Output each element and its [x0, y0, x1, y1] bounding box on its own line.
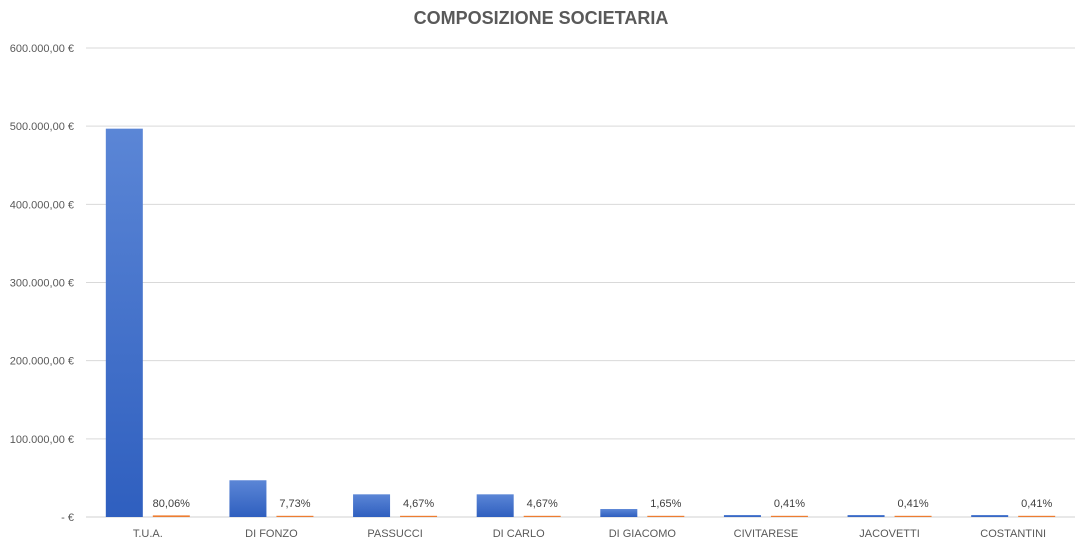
bar-percentage	[770, 515, 808, 517]
bar-quota	[971, 515, 1009, 517]
bar-quota	[105, 128, 143, 517]
data-label-percentage: 0,41%	[897, 498, 928, 510]
y-tick-label: 100.000,00 €	[10, 434, 74, 446]
bar-quota	[723, 515, 761, 517]
data-label-percentage: 0,41%	[774, 498, 805, 510]
bar-percentage	[523, 515, 561, 517]
y-tick-label: 500.000,00 €	[10, 121, 74, 133]
category-label: CIVITARESE	[734, 528, 799, 540]
data-label-percentage: 1,65%	[650, 498, 681, 510]
bar-quota	[353, 494, 391, 517]
bar-percentage	[1018, 515, 1056, 517]
bar-quota	[847, 515, 885, 517]
category-label: T.U.A.	[133, 528, 163, 540]
bar-percentage	[894, 515, 932, 517]
category-label: COSTANTINI	[980, 528, 1046, 540]
category-label: PASSUCCI	[367, 528, 422, 540]
category-label: DI FONZO	[245, 528, 298, 540]
y-tick-label: 300.000,00 €	[10, 278, 74, 290]
bar-percentage	[647, 515, 685, 517]
bar-quota	[600, 509, 638, 517]
chart-title: COMPOSIZIONE SOCIETARIA	[413, 8, 669, 28]
bar-quota	[476, 494, 514, 517]
bar-percentage	[400, 515, 438, 517]
data-label-percentage: 4,67%	[403, 498, 434, 510]
category-label: DI CARLO	[493, 528, 545, 540]
y-tick-label: 400.000,00 €	[10, 199, 74, 211]
y-tick-label: - €	[61, 512, 74, 524]
data-label-percentage: 80,06%	[153, 498, 191, 510]
bar-quota	[229, 480, 267, 517]
y-tick-label: 600.000,00 €	[10, 43, 74, 55]
y-tick-label: 200.000,00 €	[10, 356, 74, 368]
data-label-percentage: 7,73%	[279, 498, 310, 510]
data-label-percentage: 4,67%	[527, 498, 558, 510]
bar-percentage	[276, 515, 314, 517]
data-label-percentage: 0,41%	[1021, 498, 1052, 510]
bar-percentage	[152, 515, 190, 517]
category-label: JACOVETTI	[859, 528, 920, 540]
category-label: DI GIACOMO	[609, 528, 677, 540]
